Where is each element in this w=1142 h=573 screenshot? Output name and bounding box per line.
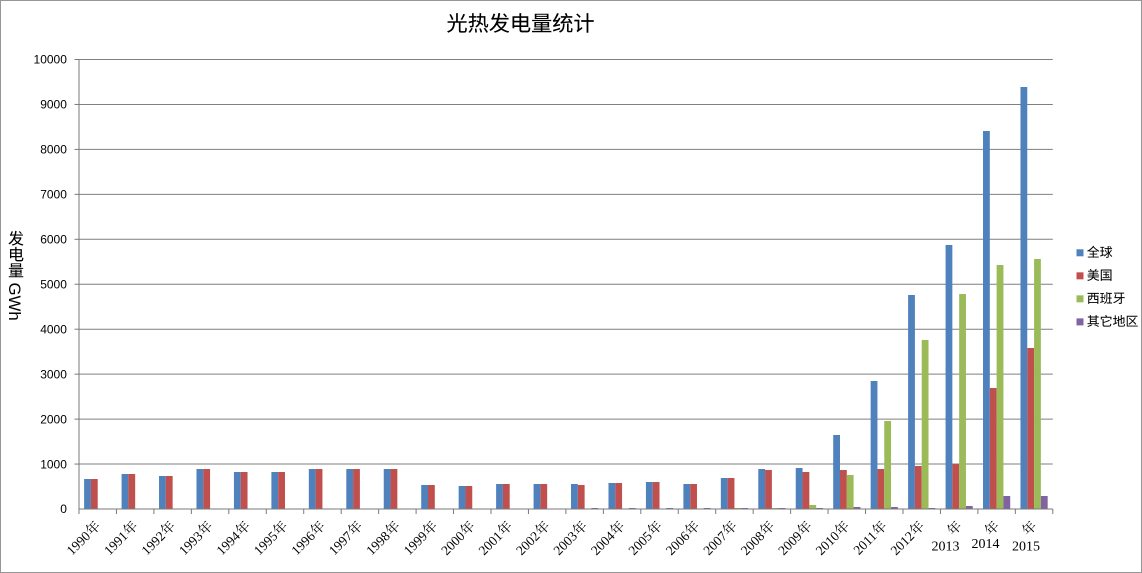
svg-text:2013: 2013 [932, 540, 960, 555]
svg-text:2014: 2014 [972, 537, 1000, 552]
svg-text:10000: 10000 [34, 53, 68, 67]
svg-text:4000: 4000 [40, 322, 67, 336]
svg-text:2015: 2015 [1012, 540, 1040, 555]
svg-text:0: 0 [60, 502, 67, 516]
svg-text:GWh: GWh [5, 283, 24, 321]
svg-text:5000: 5000 [40, 277, 67, 291]
svg-text:1000: 1000 [40, 457, 67, 471]
svg-text:3000: 3000 [40, 367, 67, 381]
svg-text:8000: 8000 [40, 143, 67, 157]
svg-text:2000: 2000 [40, 412, 67, 426]
svg-text:9000: 9000 [40, 98, 67, 112]
svg-text:7000: 7000 [40, 188, 67, 202]
svg-text:6000: 6000 [40, 233, 67, 247]
